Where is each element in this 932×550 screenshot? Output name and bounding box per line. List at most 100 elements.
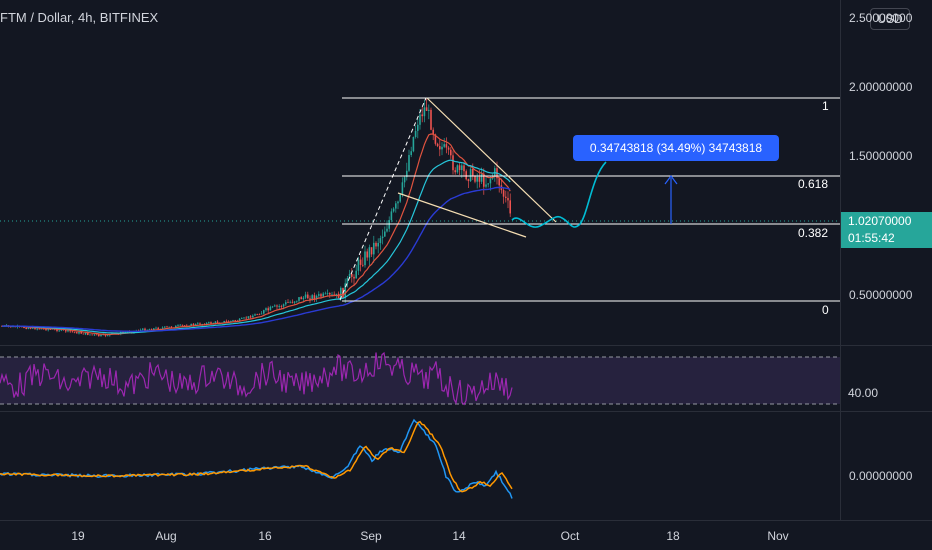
- time-label-sep: Sep: [360, 529, 382, 543]
- candle-body: [452, 155, 454, 171]
- candle-body: [214, 321, 217, 323]
- candle-body: [421, 114, 423, 117]
- candle-body: [280, 306, 283, 307]
- candle-body: [379, 238, 382, 244]
- candle-body: [197, 323, 199, 325]
- candle-body: [434, 134, 437, 144]
- candle-body: [212, 322, 214, 324]
- candle-body: [463, 165, 465, 172]
- price-chart-pane[interactable]: [0, 0, 840, 345]
- candle-body: [23, 326, 25, 329]
- time-label-19: 19: [71, 529, 85, 543]
- candle-body: [417, 124, 419, 131]
- rsi-pane[interactable]: [0, 346, 840, 411]
- candle-body: [454, 170, 456, 173]
- candle-body: [309, 298, 311, 300]
- rise-trend-line[interactable]: [339, 97, 427, 301]
- candle-body: [351, 273, 353, 277]
- candle-body: [205, 322, 208, 325]
- candle-body: [271, 306, 274, 308]
- candle-body: [419, 114, 421, 125]
- last-price-value: 1.02070000: [848, 214, 912, 228]
- candle-body: [49, 329, 52, 331]
- candle-body: [89, 334, 91, 336]
- candle-body: [472, 168, 474, 177]
- candle-body: [320, 294, 322, 297]
- pane-separator-1[interactable]: [0, 345, 932, 346]
- candle-body: [423, 107, 426, 117]
- projection-path[interactable]: [511, 161, 607, 228]
- candle-body: [324, 293, 327, 295]
- candle-body: [487, 183, 489, 185]
- candle-body: [375, 242, 377, 247]
- candle-body: [25, 328, 27, 329]
- candle-body: [467, 179, 470, 182]
- candle-body: [139, 329, 142, 331]
- candle-body: [225, 320, 228, 322]
- candle-body: [313, 295, 316, 299]
- moving-average-teal: [2, 159, 511, 334]
- currency-button[interactable]: USD: [870, 8, 910, 30]
- candle-body: [326, 293, 329, 294]
- candle-body: [489, 178, 492, 184]
- candle-body: [170, 326, 173, 328]
- candle-body: [384, 231, 386, 237]
- price-label-2-5: 2.50000000: [849, 11, 913, 25]
- candle-body: [445, 144, 448, 148]
- pane-separator-2[interactable]: [0, 411, 932, 412]
- candle-body: [406, 170, 408, 178]
- candle-body: [69, 329, 71, 332]
- candle-body: [232, 320, 234, 322]
- fib-label-0618: 0.618: [798, 177, 829, 191]
- candle-body: [465, 171, 467, 180]
- symbol-title[interactable]: FTM / Dollar, 4h, BITFINEX: [0, 10, 159, 25]
- candle-body: [359, 259, 362, 265]
- candle-body: [148, 329, 151, 330]
- candle-body: [258, 314, 261, 316]
- candle-body: [507, 197, 509, 201]
- candle-body: [377, 243, 379, 247]
- candle-body: [364, 251, 366, 266]
- wedge-upper-line[interactable]: [426, 97, 557, 223]
- candle-body: [177, 325, 179, 327]
- candle-body: [210, 322, 212, 324]
- candle-body: [164, 326, 166, 328]
- candle-body: [366, 251, 368, 258]
- candle-body: [223, 320, 225, 323]
- measure-tooltip[interactable]: 0.34743818 (34.49%) 34743818: [573, 135, 779, 161]
- candle-body: [65, 329, 67, 332]
- candle-body: [161, 327, 164, 329]
- candle-body: [302, 297, 305, 300]
- candle-body: [265, 308, 267, 311]
- price-axis-separator: [840, 0, 841, 520]
- macd-pane[interactable]: [0, 412, 840, 520]
- price-chart-svg[interactable]: [0, 0, 840, 345]
- candle-body: [166, 326, 168, 328]
- candle-body: [47, 329, 49, 331]
- candle-body: [168, 326, 170, 328]
- candle-body: [247, 316, 250, 319]
- candle-body: [282, 304, 285, 307]
- candle-body: [91, 334, 93, 336]
- candle-body: [315, 295, 318, 299]
- candle-body: [241, 318, 243, 319]
- candle-body: [296, 300, 298, 302]
- candle-body: [362, 264, 364, 266]
- time-label-nov: Nov: [767, 529, 789, 543]
- candle-body: [183, 325, 186, 327]
- candle-body: [408, 155, 410, 171]
- candle-body: [509, 200, 511, 214]
- candle-body: [276, 305, 278, 307]
- time-axis[interactable]: 19 Aug 16 Sep 14 Oct 18 Nov: [0, 520, 840, 550]
- candle-body: [353, 276, 355, 279]
- candle-body: [230, 320, 232, 322]
- candle-body: [450, 149, 452, 156]
- price-axis[interactable]: 2.50000000 2.00000000 1.50000000 0.50000…: [841, 0, 932, 520]
- candle-body: [190, 323, 192, 327]
- rsi-line: [0, 351, 513, 406]
- wedge-lower-line[interactable]: [397, 192, 527, 238]
- moving-average-blue: [2, 186, 511, 332]
- candle-body: [346, 278, 349, 284]
- candle-body: [443, 144, 445, 147]
- candle-body: [157, 327, 159, 330]
